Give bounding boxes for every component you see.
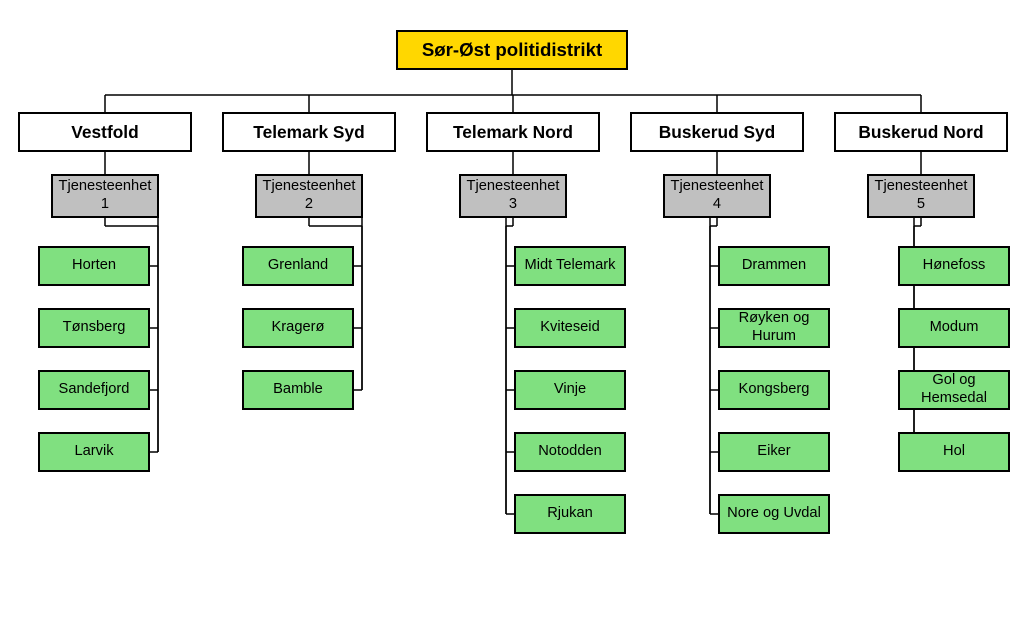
leaf-node: Sandefjord xyxy=(38,370,150,410)
leaf-node: Midt Telemark xyxy=(514,246,626,286)
region-node: Buskerud Nord xyxy=(834,112,1008,152)
unit-node: Tjenesteenhet 2 xyxy=(255,174,363,218)
region-node: Buskerud Syd xyxy=(630,112,804,152)
unit-node: Tjenesteenhet 1 xyxy=(51,174,159,218)
leaf-node: Hol xyxy=(898,432,1010,472)
leaf-node: Røyken og Hurum xyxy=(718,308,830,348)
unit-node: Tjenesteenhet 3 xyxy=(459,174,567,218)
leaf-node: Kragerø xyxy=(242,308,354,348)
leaf-node: Larvik xyxy=(38,432,150,472)
region-node: Vestfold xyxy=(18,112,192,152)
connector-lines xyxy=(0,0,1024,626)
leaf-node: Kongsberg xyxy=(718,370,830,410)
leaf-node: Bamble xyxy=(242,370,354,410)
leaf-node: Horten xyxy=(38,246,150,286)
leaf-node: Eiker xyxy=(718,432,830,472)
leaf-node: Kviteseid xyxy=(514,308,626,348)
region-node: Telemark Nord xyxy=(426,112,600,152)
leaf-node: Drammen xyxy=(718,246,830,286)
leaf-node: Gol og Hemsedal xyxy=(898,370,1010,410)
unit-node: Tjenesteenhet 5 xyxy=(867,174,975,218)
leaf-node: Tønsberg xyxy=(38,308,150,348)
leaf-node: Nore og Uvdal xyxy=(718,494,830,534)
leaf-node: Rjukan xyxy=(514,494,626,534)
leaf-node: Vinje xyxy=(514,370,626,410)
leaf-node: Grenland xyxy=(242,246,354,286)
unit-node: Tjenesteenhet 4 xyxy=(663,174,771,218)
leaf-node: Modum xyxy=(898,308,1010,348)
leaf-node: Notodden xyxy=(514,432,626,472)
root-node: Sør-Øst politidistrikt xyxy=(396,30,628,70)
region-node: Telemark Syd xyxy=(222,112,396,152)
leaf-node: Hønefoss xyxy=(898,246,1010,286)
